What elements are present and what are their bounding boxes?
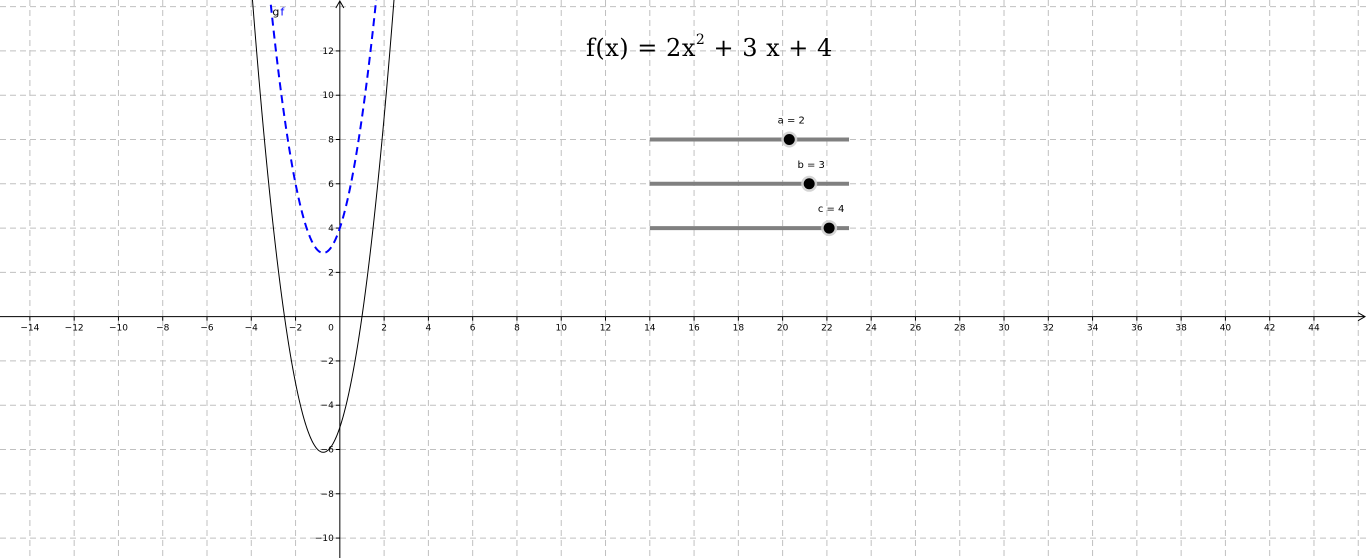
y-axis-arrow-icon xyxy=(335,0,345,9)
x-tick-label: 12 xyxy=(600,324,611,334)
slider-label-a: a = 2 xyxy=(778,116,805,127)
formula-plus-2: + xyxy=(788,34,809,62)
x-tick-label: 16 xyxy=(688,324,700,334)
slider-label-b: b = 3 xyxy=(797,160,824,171)
curve-label-g: g xyxy=(272,6,279,19)
x-tick-label: −12 xyxy=(65,324,84,334)
formula-var-b: x xyxy=(766,34,781,62)
formula-coef-a: 2 xyxy=(666,34,682,62)
x-tick-label: 6 xyxy=(470,324,476,334)
x-tick-label: −2 xyxy=(289,324,302,334)
x-tick-label: −6 xyxy=(200,324,214,334)
x-tick-label: 8 xyxy=(514,324,520,334)
x-tick-label: 34 xyxy=(1087,324,1099,334)
y-tick-label: 8 xyxy=(328,136,334,146)
slider-c[interactable]: c = 4 xyxy=(649,204,850,237)
y-tick-label: 12 xyxy=(322,47,333,57)
slider-label-c: c = 4 xyxy=(818,204,845,215)
x-tick-label: 4 xyxy=(426,324,432,334)
y-tick-label: 4 xyxy=(328,224,334,234)
y-tick-label: −4 xyxy=(321,401,335,411)
x-tick-label: 40 xyxy=(1220,324,1232,334)
graph-g[interactable] xyxy=(251,0,397,453)
x-tick-label: 26 xyxy=(910,324,922,334)
curve-label-f: f xyxy=(280,6,285,19)
x-tick-label: 28 xyxy=(954,324,966,334)
x-tick-label: −14 xyxy=(20,324,39,334)
x-tick-label: 22 xyxy=(821,324,832,334)
x-tick-label: 20 xyxy=(777,324,789,334)
x-tick-label: 44 xyxy=(1308,324,1320,334)
y-tick-label: 6 xyxy=(328,180,334,190)
y-tick-label: −8 xyxy=(321,490,335,500)
x-tick-label: 30 xyxy=(998,324,1010,334)
tick-labels: −14 −12 −10 −8 −6 −4 −2 2 4 6 8 10 12 14 16 18 20 22 24 26 2… xyxy=(20,47,1320,544)
sliders[interactable]: a = 2 b = 3 c = 4 xyxy=(649,116,850,237)
origin-label: 0 xyxy=(328,324,334,334)
function-formula: f(x) = 2x2 + 3 x + 4 xyxy=(586,32,833,62)
slider-handle[interactable] xyxy=(823,222,835,234)
x-tick-label: 32 xyxy=(1043,324,1054,334)
x-tick-label: 36 xyxy=(1131,324,1143,334)
y-tick-label: 10 xyxy=(322,91,334,101)
slider-handle[interactable] xyxy=(803,178,815,190)
slider-b[interactable]: b = 3 xyxy=(649,160,850,192)
x-tick-label: −8 xyxy=(156,324,170,334)
x-tick-label: 2 xyxy=(381,324,387,334)
formula-coef-c: 4 xyxy=(817,34,833,62)
x-tick-label: 10 xyxy=(556,324,568,334)
x-tick-label: 38 xyxy=(1175,324,1187,334)
y-tick-label: −2 xyxy=(321,357,334,367)
x-axis-arrow-icon xyxy=(1357,312,1366,322)
formula-coef-b: 3 xyxy=(742,34,758,62)
y-tick-label: −10 xyxy=(315,534,334,544)
slider-handle[interactable] xyxy=(783,134,795,145)
slider-a[interactable]: a = 2 xyxy=(649,116,850,148)
x-tick-label: 24 xyxy=(865,324,877,334)
graph-f[interactable] xyxy=(266,0,381,254)
formula-lhs: f(x) xyxy=(586,34,630,62)
formula-exponent: 2 xyxy=(695,32,706,48)
x-tick-label: 42 xyxy=(1264,324,1275,334)
formula-equals: = xyxy=(637,34,658,62)
x-tick-label: −4 xyxy=(245,324,259,334)
formula-plus-1: + xyxy=(713,34,735,62)
x-tick-label: 18 xyxy=(733,324,745,334)
y-tick-label: 2 xyxy=(328,268,334,278)
formula-var-a: x xyxy=(681,34,696,62)
x-tick-label: −10 xyxy=(109,324,128,334)
x-tick-label: 14 xyxy=(644,324,656,334)
